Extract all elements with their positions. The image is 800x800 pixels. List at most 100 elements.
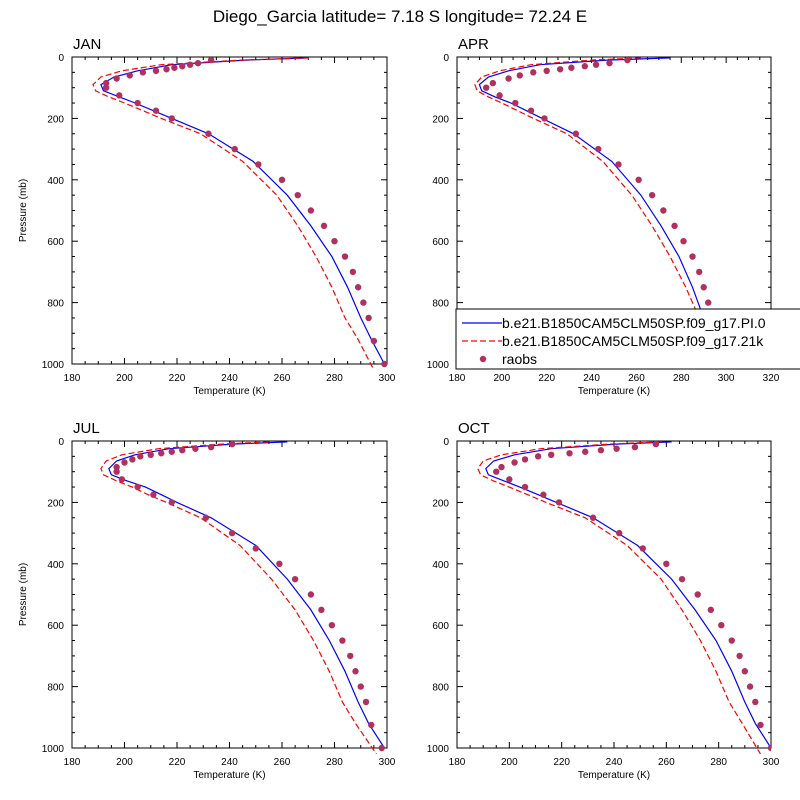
raobs-point	[307, 591, 315, 598]
x-tick-label: 260	[658, 757, 675, 768]
raobs-point	[566, 450, 573, 457]
raobs-point	[741, 668, 749, 675]
raobs-point	[179, 63, 186, 70]
raobs-point	[381, 360, 387, 368]
y-tick-label: 0	[443, 437, 449, 448]
x-tick-label: 180	[64, 373, 81, 384]
raobs-point	[581, 63, 589, 70]
raobs-point	[347, 652, 354, 660]
raobs-point	[707, 606, 715, 614]
raobs-point	[527, 107, 535, 114]
x-tick-label: 240	[221, 757, 238, 768]
y-tick-label: 800	[432, 683, 449, 694]
x-tick-label: 200	[116, 757, 133, 768]
raobs-point	[757, 721, 764, 729]
raobs-point	[349, 268, 357, 276]
x-tick-label: 320	[763, 373, 780, 384]
raobs-point	[736, 652, 743, 660]
raobs-point	[689, 253, 696, 260]
raobs-point	[113, 75, 120, 82]
raobs-point	[171, 64, 178, 71]
raobs-point	[370, 337, 378, 345]
y-tick-label: 600	[432, 621, 449, 632]
raobs-point	[728, 637, 735, 644]
panel-title: APR	[458, 36, 489, 53]
raobs-point	[521, 456, 529, 463]
raobs-point	[631, 443, 639, 451]
series-line-pi	[478, 57, 727, 365]
raobs-point	[113, 463, 120, 471]
raobs-point	[291, 575, 299, 583]
raobs-point	[541, 115, 548, 122]
raobs-point	[194, 59, 202, 67]
y-tick-label: 400	[47, 560, 64, 571]
x-tick-label: 260	[274, 373, 291, 384]
raobs-point	[624, 56, 631, 64]
raobs-point	[592, 61, 600, 68]
raobs-point	[752, 698, 759, 706]
raobs-point	[568, 64, 575, 71]
x-tick-label: 220	[169, 373, 186, 384]
series-line-21k	[474, 57, 727, 370]
panel-jul: 180 200 220 240 260 280 300 0 200 400 600 800 1000 Te…	[18, 420, 396, 781]
raobs-point	[294, 191, 301, 199]
y-tick-label: 1000	[427, 360, 450, 371]
y-tick-label: 200	[47, 498, 64, 509]
raobs-point	[134, 483, 141, 491]
raobs-point	[516, 72, 523, 79]
raobs-point	[694, 591, 701, 598]
x-axis-title: Temperature (K)	[578, 770, 650, 781]
x-tick-label: 260	[628, 373, 645, 384]
raobs-point	[150, 491, 157, 498]
x-tick-label: 260	[274, 757, 291, 768]
raobs-point	[700, 284, 707, 291]
raobs-point	[648, 191, 656, 199]
plot-data	[477, 440, 771, 754]
x-tick-label: 220	[538, 373, 555, 384]
raobs-point	[134, 99, 141, 107]
raobs-point	[339, 637, 346, 644]
raobs-point	[137, 453, 144, 460]
x-tick-label: 240	[606, 757, 623, 768]
raobs-point	[635, 176, 642, 183]
raobs-point	[572, 130, 580, 137]
raobs-point	[328, 622, 336, 629]
raobs-point	[595, 145, 602, 153]
series-line-21k	[92, 57, 375, 370]
raobs-point	[116, 92, 123, 99]
panel-title: JUL	[73, 420, 100, 437]
series-line-pi	[108, 441, 385, 749]
raobs-point	[671, 222, 678, 230]
raobs-point	[555, 499, 563, 506]
x-tick-label: 240	[221, 373, 238, 384]
raobs-point	[179, 447, 186, 454]
raobs-point	[606, 59, 613, 67]
x-tick-label: 180	[449, 757, 466, 768]
raobs-point	[498, 463, 505, 471]
raobs-point	[505, 75, 512, 82]
panels: 180 200 220 240 260 280 300 0 200 400 600 800 1000 Te…	[18, 36, 780, 781]
panel-title: JAN	[73, 36, 101, 53]
x-tick-label: 200	[494, 373, 511, 384]
raobs-point	[521, 483, 529, 491]
raobs-point	[365, 314, 372, 322]
raobs-point	[589, 514, 597, 521]
raobs-point	[696, 268, 703, 276]
series-line-pi	[100, 57, 385, 365]
y-tick-label: 1000	[42, 360, 65, 371]
raobs-point	[158, 450, 165, 457]
raobs-point	[534, 453, 542, 460]
raobs-point	[152, 107, 160, 114]
raobs-point	[202, 514, 210, 521]
raobs-point	[207, 443, 215, 451]
raobs-point	[307, 207, 315, 214]
plot-frame	[71, 440, 388, 749]
raobs-point	[357, 683, 364, 690]
plot-data	[92, 56, 387, 370]
raobs-point	[147, 451, 154, 459]
x-tick-label: 240	[583, 373, 600, 384]
raobs-point	[482, 84, 490, 91]
y-tick-label: 600	[47, 621, 64, 632]
plot-frame	[456, 440, 772, 749]
raobs-point	[129, 456, 136, 463]
